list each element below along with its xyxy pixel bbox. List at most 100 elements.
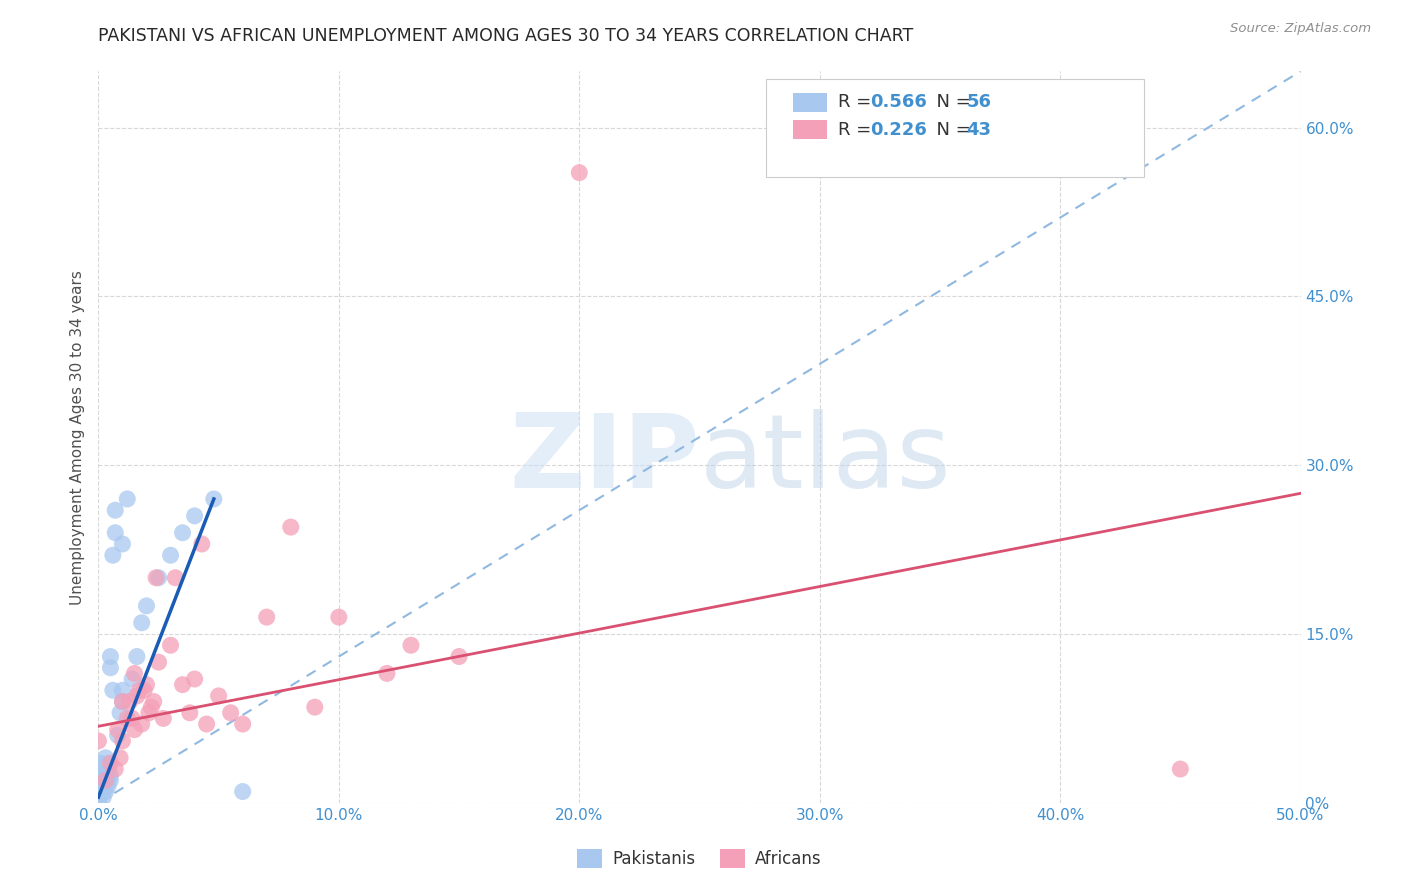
Point xyxy=(107,723,129,737)
Point xyxy=(148,655,170,669)
Text: atlas: atlas xyxy=(700,409,952,509)
Point xyxy=(131,717,153,731)
Point xyxy=(128,683,150,698)
Text: N =: N = xyxy=(925,93,977,112)
Point xyxy=(111,694,134,708)
FancyBboxPatch shape xyxy=(793,120,827,138)
Point xyxy=(145,571,167,585)
Point xyxy=(108,706,131,720)
Point xyxy=(101,683,124,698)
FancyBboxPatch shape xyxy=(766,78,1144,178)
Point xyxy=(121,711,143,725)
Point xyxy=(125,649,148,664)
Text: 0.566: 0.566 xyxy=(870,93,927,112)
Point xyxy=(256,610,278,624)
Y-axis label: Unemployment Among Ages 30 to 34 years: Unemployment Among Ages 30 to 34 years xyxy=(70,269,86,605)
Point xyxy=(94,762,117,776)
Point xyxy=(94,779,117,793)
Point xyxy=(87,787,110,801)
Point xyxy=(90,784,112,798)
Point xyxy=(100,756,122,771)
Point xyxy=(125,689,148,703)
Point xyxy=(87,789,110,803)
Point xyxy=(172,525,194,540)
Point xyxy=(124,723,146,737)
Point xyxy=(202,491,225,506)
Point xyxy=(90,782,112,797)
Point xyxy=(447,649,470,664)
Point xyxy=(165,571,187,585)
Text: R =: R = xyxy=(838,121,877,139)
Text: Source: ZipAtlas.com: Source: ZipAtlas.com xyxy=(1230,22,1371,36)
Point xyxy=(94,784,117,798)
Point xyxy=(97,756,120,771)
Point xyxy=(94,773,117,788)
Point xyxy=(90,773,112,788)
Point xyxy=(87,793,110,807)
Point xyxy=(132,683,155,698)
Point xyxy=(91,767,114,781)
Text: 43: 43 xyxy=(966,121,991,139)
Text: ZIP: ZIP xyxy=(509,409,700,509)
Point xyxy=(195,717,218,731)
Point xyxy=(87,796,110,810)
Point xyxy=(94,773,117,788)
Point xyxy=(90,756,112,771)
Point xyxy=(111,683,134,698)
Point xyxy=(138,706,160,720)
Point xyxy=(100,773,122,788)
Point xyxy=(141,700,163,714)
Point xyxy=(111,734,134,748)
Point xyxy=(91,784,114,798)
Point xyxy=(108,751,131,765)
Point xyxy=(152,711,174,725)
Legend: Pakistanis, Africans: Pakistanis, Africans xyxy=(571,842,828,875)
Point xyxy=(91,773,114,788)
Point xyxy=(107,728,129,742)
Text: N =: N = xyxy=(925,121,977,139)
Point xyxy=(87,791,110,805)
Point xyxy=(179,706,201,720)
Point xyxy=(104,762,127,776)
Point xyxy=(87,734,110,748)
Text: R =: R = xyxy=(838,93,877,112)
Point xyxy=(124,666,146,681)
Point xyxy=(568,166,591,180)
Point xyxy=(159,548,181,562)
Point xyxy=(148,571,170,585)
Text: 0.226: 0.226 xyxy=(870,121,927,139)
Point xyxy=(135,678,157,692)
Point xyxy=(219,706,242,720)
Point xyxy=(87,792,110,806)
Point xyxy=(142,694,165,708)
Point xyxy=(399,638,422,652)
Point xyxy=(121,672,143,686)
Point xyxy=(232,717,254,731)
Point xyxy=(97,767,120,781)
Point xyxy=(91,790,114,805)
Point xyxy=(117,711,139,725)
Point xyxy=(117,491,139,506)
Point xyxy=(100,661,122,675)
Point xyxy=(87,795,110,809)
Point xyxy=(111,694,134,708)
Point xyxy=(94,751,117,765)
FancyBboxPatch shape xyxy=(793,94,827,112)
Point xyxy=(90,767,112,781)
Point xyxy=(172,678,194,692)
Point xyxy=(375,666,398,681)
Text: 56: 56 xyxy=(966,93,991,112)
Point xyxy=(87,790,110,805)
Point xyxy=(101,548,124,562)
Point xyxy=(118,694,141,708)
Point xyxy=(183,508,205,523)
Point xyxy=(1170,762,1192,776)
Point xyxy=(328,610,350,624)
Point xyxy=(111,537,134,551)
Point xyxy=(232,784,254,798)
Point xyxy=(87,796,110,810)
Point xyxy=(91,762,114,776)
Text: PAKISTANI VS AFRICAN UNEMPLOYMENT AMONG AGES 30 TO 34 YEARS CORRELATION CHART: PAKISTANI VS AFRICAN UNEMPLOYMENT AMONG … xyxy=(98,27,914,45)
Point xyxy=(191,537,214,551)
Point xyxy=(100,649,122,664)
